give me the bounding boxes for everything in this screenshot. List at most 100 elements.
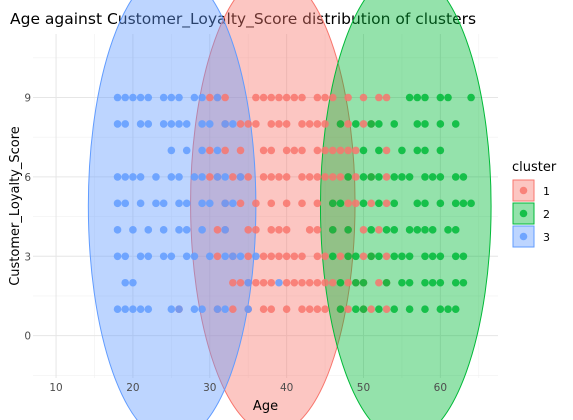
cluster-1-point — [213, 252, 222, 261]
cluster-3-point — [190, 93, 199, 102]
cluster-1-point — [313, 173, 322, 181]
cluster-1-point — [282, 173, 291, 181]
cluster-1-point — [328, 278, 337, 287]
cluster-2-point — [390, 226, 399, 234]
cluster-2-point — [390, 173, 399, 181]
cluster-3-point — [175, 173, 183, 181]
cluster-1-point — [229, 173, 237, 181]
x-axis-title: Age — [253, 399, 278, 414]
cluster-3-point — [113, 120, 122, 128]
cluster-2-point — [367, 226, 375, 234]
cluster-1-point — [244, 173, 253, 181]
cluster-1-point — [305, 305, 314, 314]
cluster-2-point — [421, 93, 429, 102]
x-axis-ticks: 10 20 30 40 50 60 — [49, 382, 447, 394]
cluster-2-point — [459, 173, 468, 181]
cluster-2-point — [467, 199, 475, 208]
cluster-2-point — [444, 305, 452, 314]
cluster-3-point — [167, 146, 176, 155]
cluster-2-point — [413, 120, 422, 128]
cluster-2-point — [344, 252, 352, 261]
cluster-1-point — [321, 120, 329, 128]
cluster-1-point — [290, 252, 299, 261]
cluster-1-point — [244, 120, 253, 128]
cluster-2-point — [359, 146, 368, 155]
cluster-3-point — [221, 305, 229, 314]
cluster-3-point — [229, 120, 237, 128]
cluster-3-point — [198, 93, 206, 102]
cluster-1-point — [328, 173, 337, 181]
cluster-2-point — [413, 199, 422, 208]
cluster-1-point — [313, 278, 322, 287]
cluster-1-point — [321, 93, 329, 102]
cluster-3-point — [121, 252, 130, 261]
cluster-3-point — [129, 305, 137, 314]
cluster-1-point — [290, 278, 299, 287]
cluster-2-point — [459, 199, 468, 208]
cluster-1-point — [313, 93, 322, 102]
cluster-3-point — [182, 226, 191, 234]
y-tick-label: 0 — [24, 331, 31, 343]
cluster-1-point — [298, 199, 306, 208]
cluster-3-point — [175, 120, 183, 128]
cluster-1-point — [305, 226, 314, 234]
y-tick-label: 3 — [24, 251, 31, 263]
cluster-2-point — [405, 252, 414, 261]
cluster-1-point — [252, 199, 260, 208]
cluster-2-point — [382, 226, 391, 234]
cluster-1-point — [298, 93, 306, 102]
cluster-3-point — [167, 305, 176, 314]
legend-key-point-1 — [519, 186, 528, 195]
cluster-3-point — [182, 120, 191, 128]
cluster-2-point — [352, 305, 360, 314]
cluster-1-point — [229, 305, 237, 314]
cluster-2-point — [451, 120, 460, 128]
cluster-2-point — [375, 146, 383, 155]
cluster-1-point — [336, 146, 345, 155]
cluster-2-point — [413, 146, 422, 155]
cluster-2-point — [336, 120, 345, 128]
cluster-ellipses — [87, 0, 492, 420]
cluster-1-point — [336, 252, 345, 261]
cluster-3-point — [129, 173, 137, 181]
cluster-3-point — [121, 199, 130, 208]
cluster-2-point — [390, 305, 399, 314]
cluster-2-point — [352, 278, 360, 287]
cluster-3-point — [129, 93, 137, 102]
cluster-3-point — [121, 120, 130, 128]
cluster-1-point — [282, 120, 291, 128]
cluster-1-point — [282, 252, 291, 261]
cluster-2-point — [336, 278, 345, 287]
cluster-2-point — [421, 278, 429, 287]
cluster-1-point — [205, 146, 214, 155]
cluster-3-point — [175, 305, 183, 314]
cluster-1-point — [236, 120, 245, 128]
cluster-3-point — [167, 120, 176, 128]
cluster-3-point — [205, 199, 214, 208]
cluster-3-point — [198, 199, 206, 208]
cluster-1-point — [282, 93, 291, 102]
cluster-2-point — [405, 226, 414, 234]
cluster-3-point — [144, 226, 153, 234]
cluster-1-point — [321, 146, 329, 155]
cluster-3-point — [113, 252, 122, 261]
cluster-1-point — [267, 146, 276, 155]
cluster-2-point — [375, 173, 383, 181]
cluster-2-point — [436, 93, 445, 102]
cluster-1-point — [313, 120, 322, 128]
cluster-2-point — [459, 278, 468, 287]
cluster-2-point — [375, 199, 383, 208]
cluster-1-point — [328, 146, 337, 155]
cluster-3-point — [144, 93, 153, 102]
cluster-3-point — [213, 93, 222, 102]
legend: cluster 1 2 3 — [512, 160, 557, 248]
cluster-3-point — [213, 146, 222, 155]
cluster-2-point — [359, 278, 368, 287]
cluster-1-point — [267, 226, 276, 234]
cluster-2-point — [390, 199, 399, 208]
cluster-2-point — [336, 305, 345, 314]
cluster-1-point — [267, 278, 276, 287]
cluster-2-point — [444, 93, 452, 102]
cluster-3-point — [121, 278, 130, 287]
cluster-2-point — [375, 252, 383, 261]
